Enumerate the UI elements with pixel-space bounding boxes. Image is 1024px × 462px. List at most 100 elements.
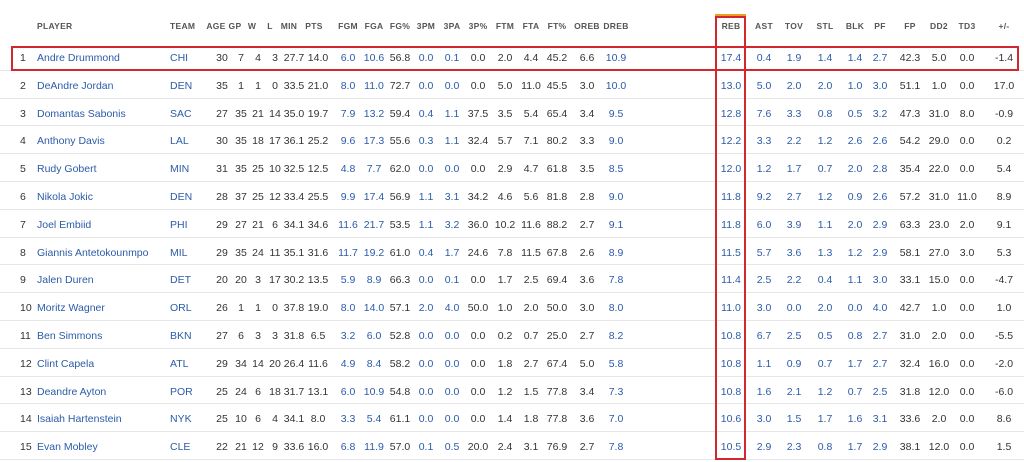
header-fga[interactable]: FGA bbox=[364, 21, 384, 31]
stat-ast: 1.6 bbox=[756, 385, 772, 398]
header-gp[interactable]: GP bbox=[228, 21, 242, 31]
header-fta[interactable]: FTA bbox=[522, 21, 540, 31]
stat-fgm: 11.6 bbox=[338, 218, 358, 231]
stat-fgm: 6.0 bbox=[340, 385, 356, 398]
header-fp[interactable]: FP bbox=[904, 21, 916, 31]
stat-oreb: 3.0 bbox=[579, 302, 595, 315]
stat-3pp: 0.0 bbox=[470, 274, 486, 287]
team-link[interactable]: DEN bbox=[170, 191, 193, 203]
stat-fgp: 61.1 bbox=[389, 413, 411, 426]
stat-tov: 2.7 bbox=[786, 191, 802, 203]
stat-3pp: 34.2 bbox=[467, 191, 489, 203]
rank-cell: 14 bbox=[20, 413, 32, 426]
header-3pp[interactable]: 3P% bbox=[468, 21, 488, 31]
header-ftp[interactable]: FT% bbox=[547, 21, 567, 31]
stat-pf: 3.0 bbox=[872, 79, 888, 92]
header-team[interactable]: TEAM bbox=[170, 21, 196, 31]
header-pf[interactable]: PF bbox=[874, 21, 886, 31]
team-link[interactable]: CHI bbox=[170, 52, 189, 64]
header-fgm[interactable]: FGM bbox=[338, 21, 358, 31]
stat-tov: 3.6 bbox=[786, 246, 802, 259]
stat-pts: 13.1 bbox=[307, 385, 329, 398]
header-w[interactable]: W bbox=[247, 21, 257, 31]
header-age[interactable]: AGE bbox=[206, 21, 226, 31]
stat-l: 12 bbox=[269, 191, 281, 203]
stat-reb: 17.4 bbox=[720, 52, 742, 64]
stat-gp: 35 bbox=[235, 163, 247, 176]
header-dd2[interactable]: DD2 bbox=[930, 21, 948, 31]
header-tov[interactable]: TOV bbox=[784, 21, 804, 31]
stat-gp: 7 bbox=[238, 52, 244, 64]
stat-w: 21 bbox=[252, 107, 264, 120]
stat-3pa: 0.5 bbox=[444, 441, 460, 454]
header-ftm[interactable]: FTM bbox=[495, 21, 515, 31]
header-blk[interactable]: BLK bbox=[845, 21, 865, 31]
header-l[interactable]: L bbox=[267, 21, 273, 31]
row-separator bbox=[0, 292, 1024, 294]
stat-ast: 3.3 bbox=[756, 135, 772, 148]
player-link[interactable]: Nikola Jokic bbox=[37, 191, 94, 203]
team-link[interactable]: DET bbox=[170, 274, 191, 287]
header-td3[interactable]: TD3 bbox=[958, 21, 976, 31]
player-link[interactable]: Moritz Wagner bbox=[37, 302, 105, 315]
player-link[interactable]: Jalen Duren bbox=[37, 274, 94, 287]
player-link[interactable]: Anthony Davis bbox=[37, 135, 105, 148]
team-link[interactable]: CLE bbox=[170, 441, 191, 454]
stat-ftp: 45.2 bbox=[546, 52, 568, 64]
stat-w: 4 bbox=[255, 52, 261, 64]
stat-tov: 2.3 bbox=[786, 441, 802, 454]
team-link[interactable]: LAL bbox=[170, 135, 189, 148]
stat-ast: 1.2 bbox=[756, 163, 772, 176]
stat-dreb: 7.0 bbox=[608, 413, 624, 426]
header-reb[interactable]: REB bbox=[721, 21, 741, 31]
header-player[interactable]: PLAYER bbox=[37, 21, 73, 31]
player-link[interactable]: Giannis Antetokounmpo bbox=[37, 246, 149, 259]
team-link[interactable]: MIL bbox=[170, 246, 188, 259]
team-link[interactable]: POR bbox=[170, 385, 193, 398]
team-link[interactable]: ORL bbox=[170, 302, 192, 315]
team-link[interactable]: ATL bbox=[170, 357, 189, 370]
header-3pa[interactable]: 3PA bbox=[443, 21, 461, 31]
player-link[interactable]: Ben Simmons bbox=[37, 330, 103, 342]
player-link[interactable]: DeAndre Jordan bbox=[37, 79, 114, 92]
header-pm[interactable]: +/- bbox=[998, 21, 1010, 31]
player-link[interactable]: Clint Capela bbox=[37, 357, 95, 370]
player-link[interactable]: Joel Embiid bbox=[37, 218, 92, 231]
stat-reb: 10.5 bbox=[720, 441, 742, 454]
team-link[interactable]: BKN bbox=[170, 330, 192, 342]
header-pts[interactable]: PTS bbox=[305, 21, 323, 31]
stat-l: 6 bbox=[272, 218, 278, 231]
player-link[interactable]: Rudy Gobert bbox=[37, 163, 97, 176]
header-min[interactable]: MIN bbox=[280, 21, 298, 31]
stat-dreb: 7.8 bbox=[608, 441, 624, 454]
team-link[interactable]: MIN bbox=[170, 163, 190, 176]
player-link[interactable]: Evan Mobley bbox=[37, 441, 98, 454]
stat-3pp: 0.0 bbox=[470, 79, 486, 92]
player-link[interactable]: Deandre Ayton bbox=[37, 385, 107, 398]
rank-cell: 6 bbox=[20, 191, 26, 203]
stat-fgp: 57.0 bbox=[389, 441, 411, 454]
player-link[interactable]: Andre Drummond bbox=[37, 52, 120, 64]
stat-gp: 21 bbox=[235, 441, 247, 454]
stat-age: 25 bbox=[216, 413, 228, 426]
stat-pm: 1.5 bbox=[996, 441, 1012, 454]
header-ast[interactable]: AST bbox=[755, 21, 773, 31]
stat-3pa: 0.1 bbox=[444, 274, 460, 287]
header-stl[interactable]: STL bbox=[816, 21, 834, 31]
header-oreb[interactable]: OREB bbox=[574, 21, 600, 31]
header-dreb[interactable]: DREB bbox=[603, 21, 629, 31]
stat-3pa: 0.0 bbox=[444, 357, 460, 370]
stat-fga: 8.4 bbox=[366, 357, 382, 370]
rank-cell: 15 bbox=[20, 441, 32, 454]
header-fgp[interactable]: FG% bbox=[389, 21, 411, 31]
stat-reb: 12.0 bbox=[720, 163, 742, 176]
team-link[interactable]: SAC bbox=[170, 107, 192, 120]
stat-td3: 0.0 bbox=[959, 274, 975, 287]
stat-ftm: 2.0 bbox=[497, 52, 513, 64]
header-3pm[interactable]: 3PM bbox=[416, 21, 436, 31]
team-link[interactable]: PHI bbox=[170, 218, 188, 231]
player-link[interactable]: Isaiah Hartenstein bbox=[37, 413, 122, 426]
team-link[interactable]: NYK bbox=[170, 413, 192, 426]
player-link[interactable]: Domantas Sabonis bbox=[37, 107, 126, 120]
team-link[interactable]: DEN bbox=[170, 79, 193, 92]
